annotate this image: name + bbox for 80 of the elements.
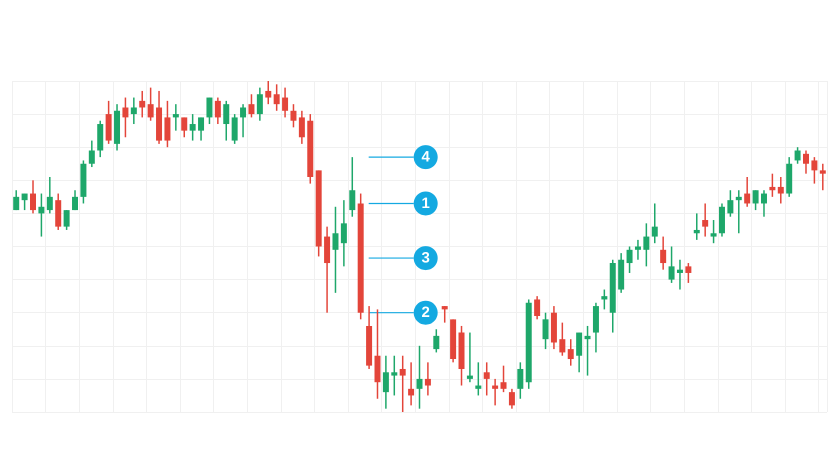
- candlestick: [660, 236, 666, 270]
- candlestick: [492, 378, 498, 406]
- candlestick: [727, 189, 734, 218]
- candlestick: [13, 189, 20, 211]
- candlestick: [424, 362, 431, 396]
- candlestick: [38, 192, 44, 238]
- candlestick: [517, 362, 524, 400]
- candlestick: [349, 156, 356, 218]
- candlestick: [626, 246, 633, 274]
- candlestick: [710, 219, 717, 244]
- candlestick: [634, 239, 641, 260]
- candlestick: [601, 288, 608, 310]
- annotation: 1: [422, 194, 430, 212]
- candlestick: [744, 176, 750, 208]
- candlestick: [391, 354, 398, 396]
- candlestick: [265, 80, 272, 105]
- candlestick: [72, 189, 78, 211]
- candlestick: [122, 96, 128, 138]
- candlestick: [22, 192, 28, 211]
- candlestick: [475, 362, 482, 396]
- candlestick: [643, 222, 650, 268]
- candlestick: [568, 338, 574, 366]
- candlestick: [466, 332, 473, 383]
- candlestick: [332, 206, 338, 294]
- candlestick: [416, 345, 422, 410]
- candlestick: [190, 113, 196, 142]
- candlestick: [820, 163, 826, 191]
- candlestick: [64, 209, 70, 231]
- candlestick: [206, 96, 212, 125]
- candlestick: [88, 140, 95, 168]
- candlestick: [340, 199, 347, 268]
- candlestick: [769, 172, 776, 198]
- candlestick: [508, 388, 515, 410]
- candlestick: [400, 354, 406, 413]
- candlestick: [130, 96, 137, 125]
- candlestick: [164, 100, 170, 148]
- candlestick: [30, 180, 36, 214]
- candlestick: [534, 295, 540, 320]
- candlestick: [298, 110, 305, 145]
- candlestick: [500, 364, 507, 393]
- candlestick: [214, 96, 221, 125]
- candlestick: [139, 90, 146, 118]
- candlestick: [794, 146, 801, 164]
- candlestick: [172, 103, 179, 132]
- candlestick: [542, 312, 549, 350]
- candlestick: [811, 156, 818, 184]
- candlestick: [576, 332, 582, 374]
- candlestick: [760, 189, 767, 218]
- candlestick: [198, 116, 204, 142]
- candlestick: [702, 202, 708, 238]
- candlestick: [282, 86, 288, 118]
- candlestick: [484, 362, 490, 396]
- candlestick: [408, 362, 414, 406]
- annotation: 3: [422, 250, 430, 267]
- candlestick: [46, 176, 53, 214]
- candlestick: [802, 150, 809, 174]
- candlestick: [685, 262, 692, 284]
- candlestick: [668, 246, 675, 284]
- candlestick: [181, 116, 188, 138]
- annotation: 4: [422, 148, 431, 166]
- candlestick: [442, 305, 448, 324]
- candlestick: [232, 113, 238, 145]
- candlestick: [559, 322, 566, 356]
- candlestick: [382, 354, 389, 410]
- candlestick: [240, 103, 246, 138]
- candlestick: [652, 202, 658, 244]
- candlestick: [694, 212, 700, 241]
- candlestick: [256, 86, 263, 122]
- candlestick: [433, 328, 440, 354]
- candlestick: [778, 176, 784, 204]
- candlestick: [676, 258, 683, 290]
- candlestick: [736, 189, 742, 234]
- candlestick: [148, 86, 154, 122]
- annotation: 2: [422, 304, 430, 322]
- candlestick: [274, 84, 280, 112]
- candlestick: [584, 325, 591, 376]
- candlestick: [290, 103, 296, 128]
- candlestick: [752, 189, 759, 211]
- candlestick: [223, 100, 230, 142]
- candlestick: [248, 93, 254, 118]
